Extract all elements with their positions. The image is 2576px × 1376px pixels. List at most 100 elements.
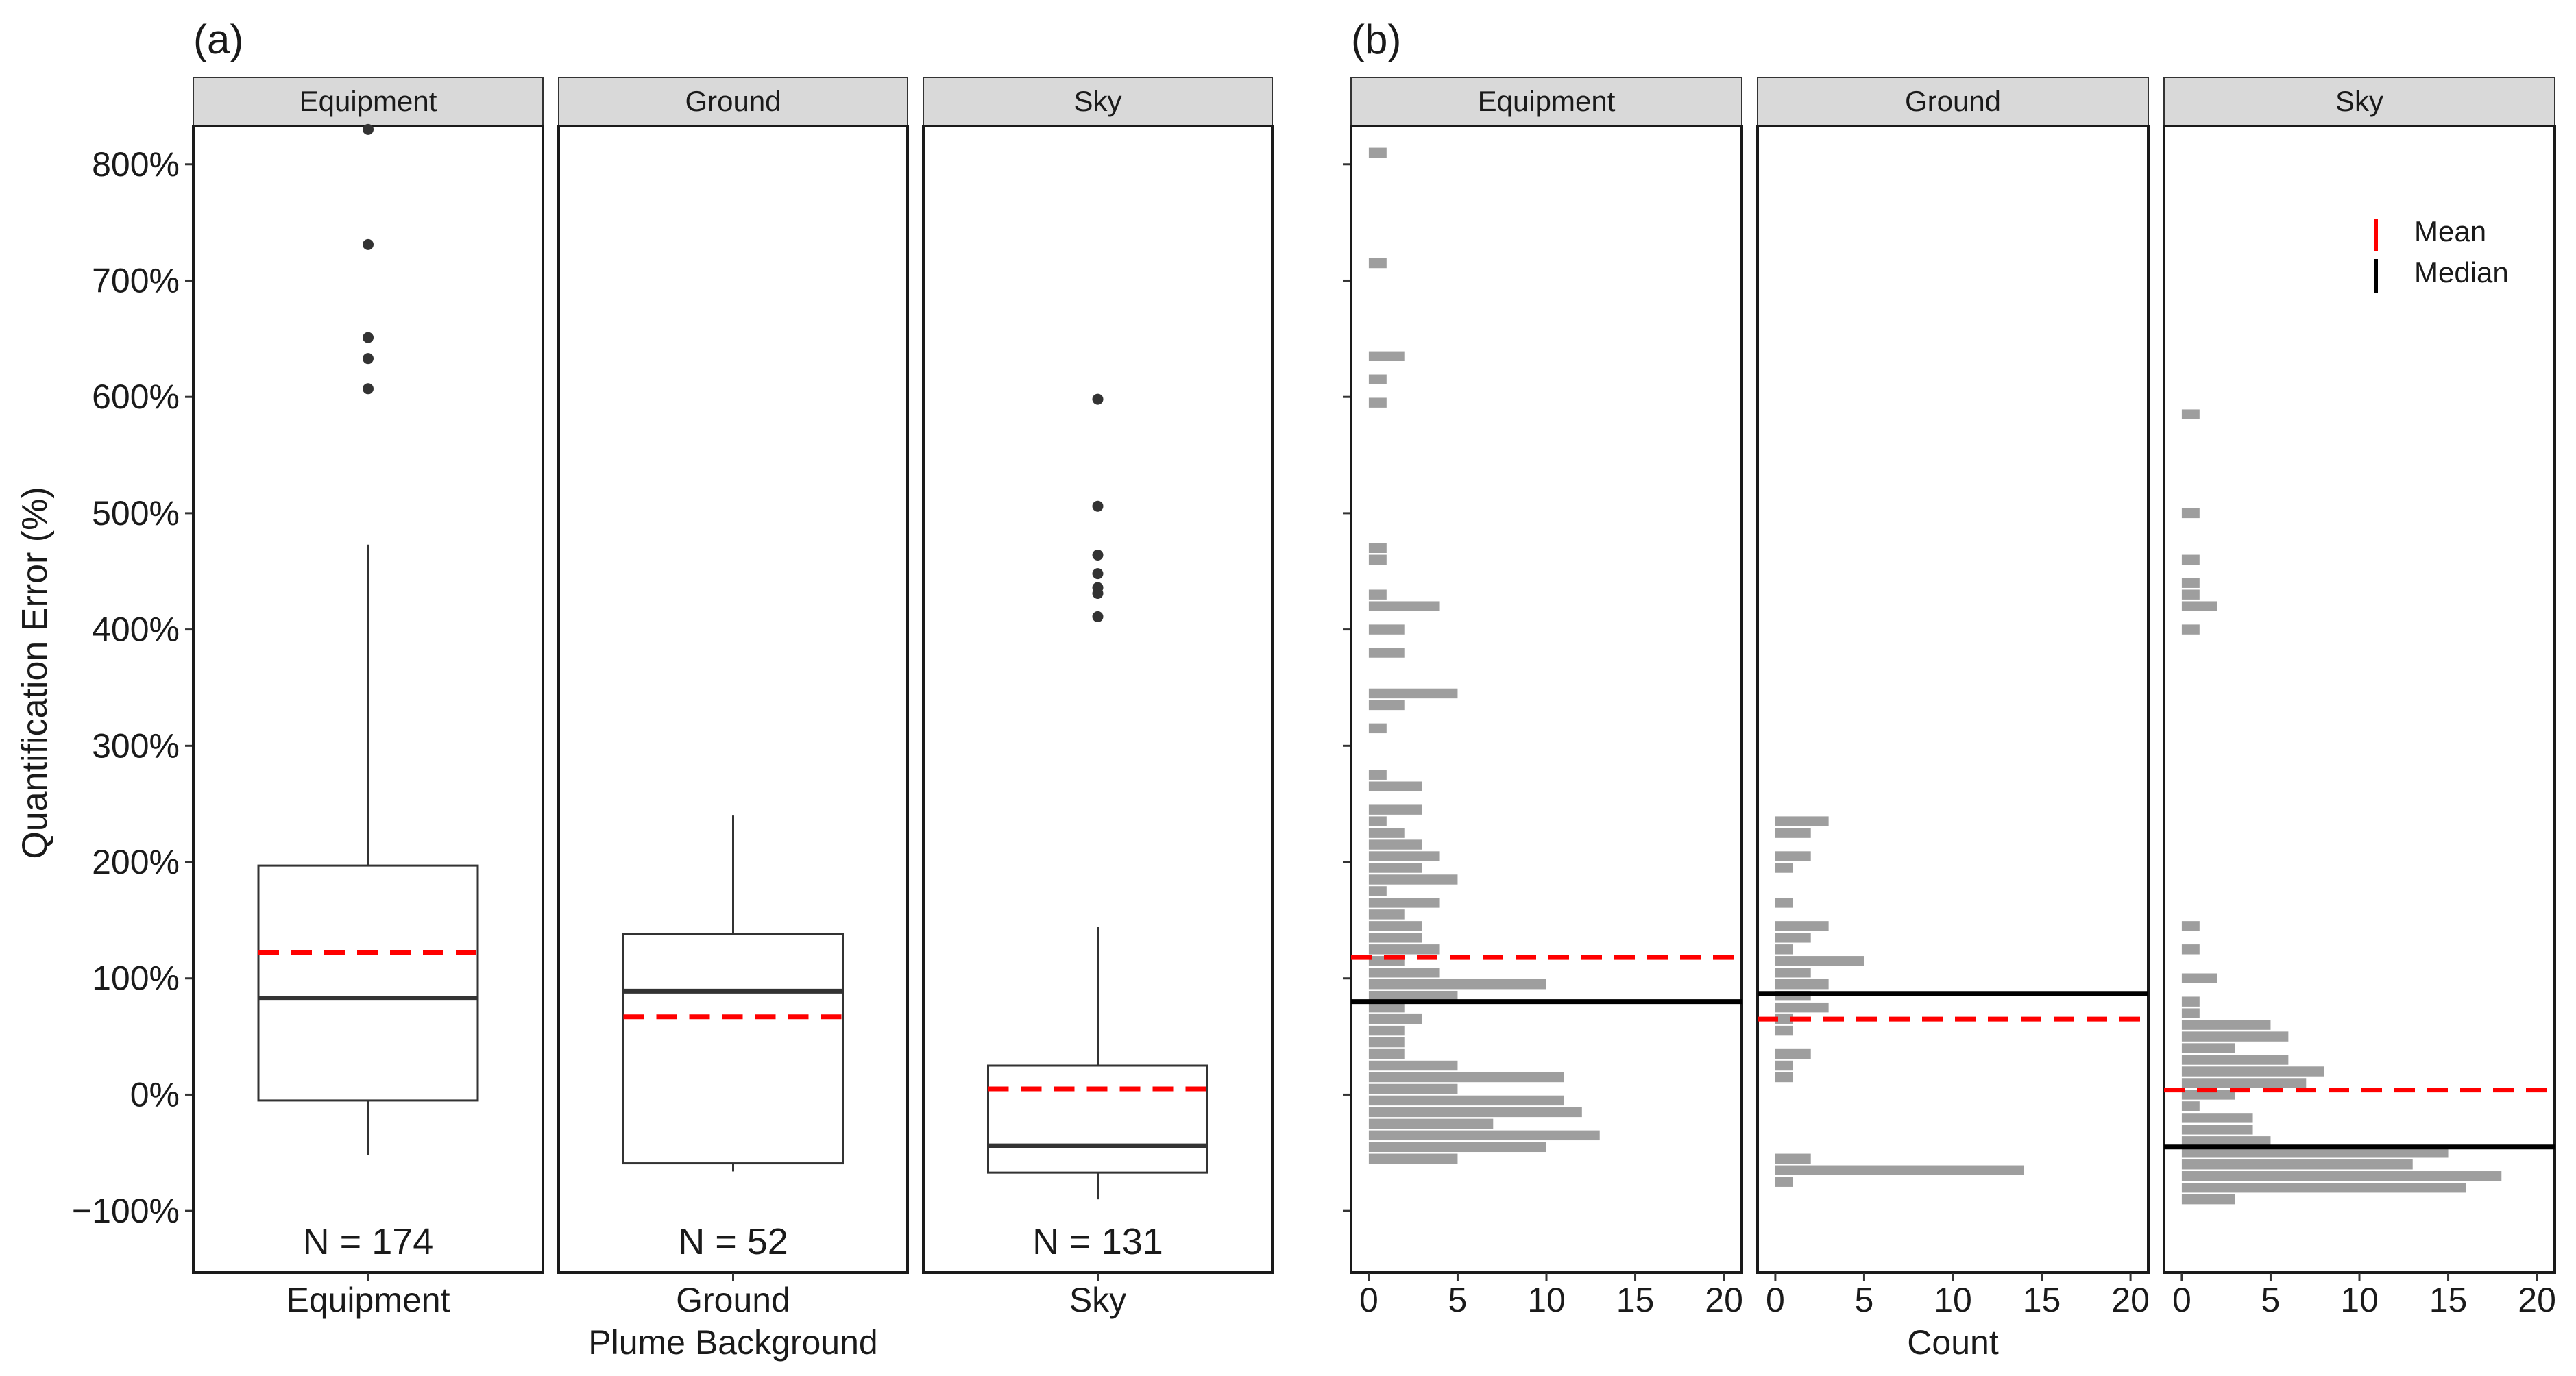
histogram-bar [2181, 409, 2200, 419]
histogram-bar [1775, 1165, 2024, 1175]
y-tick-label: 500% [92, 494, 180, 532]
histogram-bar [1775, 863, 1793, 873]
strip-label-a-sky: Sky [1073, 85, 1121, 117]
histogram-bar [1368, 1037, 1405, 1048]
outlier-point [363, 238, 374, 250]
histogram-bar [1368, 863, 1422, 873]
y-tick-label: 400% [92, 611, 180, 649]
x-tick-label-b: 0 [1359, 1281, 1378, 1319]
histogram-bar [2181, 1171, 2502, 1181]
histogram-bar [1368, 770, 1387, 780]
outlier-point [363, 123, 374, 135]
histogram-bar [1775, 828, 1811, 838]
histogram-bar [1775, 956, 1864, 966]
histogram-bar [2181, 1113, 2253, 1123]
x-tick-label-b: 20 [2518, 1281, 2556, 1319]
x-category-label-ground: Ground [676, 1281, 790, 1319]
x-tick-label-b: 15 [1616, 1281, 1655, 1319]
strip-label-b-sky: Sky [2335, 85, 2383, 117]
histogram-bar [1368, 147, 1387, 158]
y-tick-label: 200% [92, 843, 180, 881]
histogram-bar [1368, 688, 1458, 699]
histogram-bar [2181, 1043, 2235, 1053]
n-label-sky: N = 131 [1032, 1221, 1163, 1262]
outlier-point [363, 353, 374, 365]
x-axis-title-b: Count [1907, 1323, 1999, 1362]
strip-a-sky [923, 77, 1273, 127]
histogram-bar [1368, 1083, 1458, 1094]
histogram-bar [1368, 851, 1440, 861]
x-category-label-sky: Sky [1069, 1281, 1126, 1319]
histogram-bar [1368, 554, 1387, 565]
outlier-point [1092, 568, 1104, 580]
histogram-bar [2181, 1148, 2449, 1158]
histogram-bar [2181, 1136, 2271, 1146]
histogram-bar [1775, 851, 1811, 861]
panel-b-sky [2163, 125, 2556, 1274]
histogram-bar [1368, 1002, 1405, 1013]
strip-label-b-ground: Ground [1905, 85, 2001, 117]
histogram-bar [2181, 1125, 2253, 1135]
panel-label-b: (b) [1351, 16, 1401, 62]
histogram-bar [1368, 1025, 1405, 1036]
histogram-bar [2181, 1159, 2413, 1170]
histogram-bar [1368, 921, 1422, 931]
panel-b-ground [1756, 125, 2150, 1274]
x-tick-label-b: 15 [2023, 1281, 2061, 1319]
histogram-bar [1368, 804, 1422, 815]
n-label-ground: N = 52 [678, 1221, 788, 1262]
histogram-bar [1775, 933, 1811, 943]
panel-label-a: (a) [193, 16, 243, 62]
histogram-bar [2181, 1101, 2200, 1111]
histogram-bar [1368, 723, 1387, 734]
legend: Mean Median [2374, 215, 2509, 293]
histogram-bar [1368, 874, 1458, 885]
y-tick-label: 800% [92, 145, 180, 184]
histogram-bar [1368, 648, 1405, 658]
x-tick-label-b: 5 [2261, 1281, 2281, 1319]
outlier-point [1092, 582, 1104, 593]
x-tick-label-b: 20 [1705, 1281, 1743, 1319]
histogram-bar [1775, 1013, 1793, 1024]
y-tick-label: −100% [72, 1192, 180, 1230]
histogram-bar [1368, 968, 1440, 978]
histogram-bar [1368, 397, 1387, 408]
x-tick-label-b: 10 [2340, 1281, 2379, 1319]
strip-b-ground [1757, 77, 2149, 127]
histogram-bar [1368, 1118, 1494, 1129]
histogram-bar [1368, 944, 1440, 955]
histogram-bar [2181, 508, 2200, 519]
histogram-bar [2181, 973, 2217, 983]
outlier-point [1092, 393, 1104, 405]
histogram-bar [1368, 828, 1405, 838]
histogram-bar [2181, 1090, 2235, 1100]
n-label-equipment: N = 174 [303, 1221, 434, 1262]
iqr-box [987, 1064, 1208, 1174]
legend-mean-label: Mean [2414, 215, 2486, 247]
x-tick-label-b: 20 [2111, 1281, 2150, 1319]
histogram-bar [1368, 909, 1405, 920]
strip-label-a-equipment: Equipment [300, 85, 437, 117]
histogram-bar [2181, 921, 2200, 931]
strip-label-b-equipment: Equipment [1478, 85, 1616, 117]
histogram-bar [1368, 1130, 1600, 1141]
strip-label-a-ground: Ground [685, 85, 781, 117]
histogram-bar [1775, 1048, 1811, 1059]
x-tick-label-b: 5 [1448, 1281, 1468, 1319]
histogram-bar [1368, 1142, 1546, 1153]
x-tick-label-b: 15 [2429, 1281, 2468, 1319]
panel-a-ground [557, 125, 909, 1274]
histogram-bar [1368, 1095, 1564, 1106]
histogram-bar [1368, 589, 1387, 600]
histogram-bar [1775, 898, 1793, 908]
outlier-point [1092, 611, 1104, 622]
histogram-bar [1775, 979, 1829, 990]
x-tick-label-b: 0 [2172, 1281, 2191, 1319]
histogram-bar [2181, 601, 2217, 611]
y-tick-label: 0% [130, 1075, 180, 1114]
histogram-bar [1368, 886, 1387, 896]
histogram-bar [1368, 1048, 1405, 1059]
histogram-bar [2181, 1078, 2307, 1088]
histogram-bar [2181, 624, 2200, 635]
